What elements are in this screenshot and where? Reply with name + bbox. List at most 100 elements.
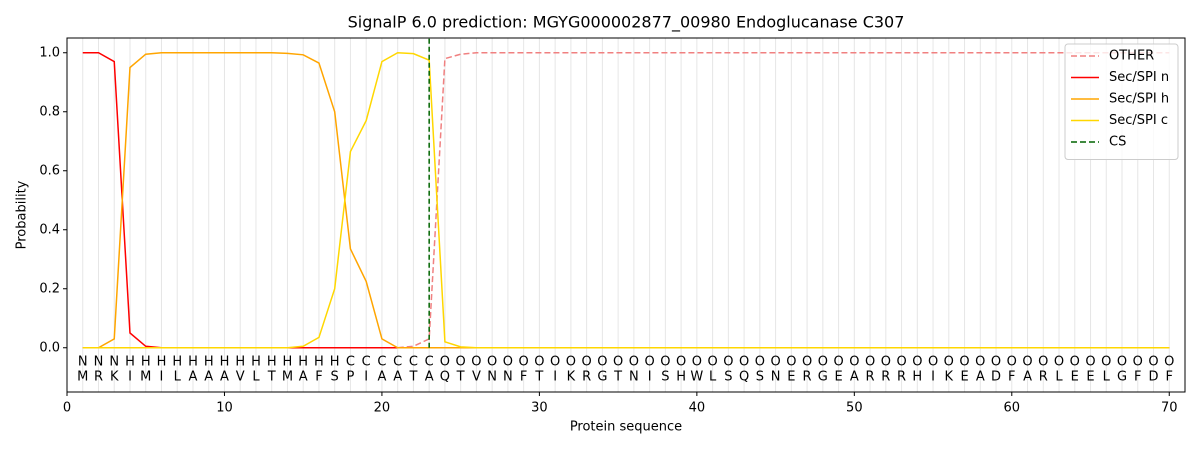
region-label: O [739, 354, 749, 369]
residue-label: E [960, 369, 968, 384]
residue-label: G [1117, 369, 1127, 384]
residue-label: L [252, 369, 260, 384]
residue-label: I [160, 369, 164, 384]
region-label: O [582, 354, 592, 369]
region-label: C [362, 354, 371, 369]
region-label: H [298, 354, 308, 369]
region-label: O [1148, 354, 1158, 369]
x-axis-label: Protein sequence [570, 420, 682, 435]
region-label: N [78, 354, 88, 369]
residue-label: D [991, 369, 1001, 384]
region-label: C [346, 354, 355, 369]
legend-box [1064, 43, 1179, 160]
region-label: O [534, 354, 544, 369]
residue-label: N [503, 369, 513, 384]
residue-label: F [315, 369, 322, 384]
residue-label: T [267, 369, 276, 384]
region-label: O [566, 354, 576, 369]
region-label: O [723, 354, 733, 369]
residue-label: A [850, 369, 859, 384]
region-label: O [629, 354, 639, 369]
residue-label: Q [739, 369, 749, 384]
region-label: C [409, 354, 418, 369]
region-label: H [172, 354, 182, 369]
region-label: H [283, 354, 293, 369]
region-label: H [204, 354, 214, 369]
region-label: O [928, 354, 938, 369]
residue-label: A [220, 369, 229, 384]
residue-label: R [1039, 369, 1048, 384]
region-label: O [802, 354, 812, 369]
residue-label: R [94, 369, 103, 384]
y-tick-label: 0.4 [39, 222, 60, 237]
region-label: O [456, 354, 466, 369]
region-label: H [125, 354, 135, 369]
x-tick-label: 30 [531, 401, 548, 416]
region-label: O [519, 354, 529, 369]
region-label: O [550, 354, 560, 369]
region-label: O [975, 354, 985, 369]
residue-label: F [1134, 369, 1141, 384]
y-tick-label: 0.6 [39, 163, 60, 178]
region-label: O [833, 354, 843, 369]
residue-label: A [976, 369, 985, 384]
region-label: O [896, 354, 906, 369]
residue-label: T [456, 369, 465, 384]
residue-label: N [771, 369, 781, 384]
residue-label: I [553, 369, 557, 384]
region-label: O [1007, 354, 1017, 369]
legend-label: Sec/SPI n [1109, 70, 1169, 85]
residue-label: L [1055, 369, 1063, 384]
residue-label: E [1086, 369, 1094, 384]
region-label: O [1085, 354, 1095, 369]
region-label: O [1070, 354, 1080, 369]
residue-label: S [756, 369, 764, 384]
region-label: N [109, 354, 119, 369]
residue-label: S [661, 369, 669, 384]
region-label: O [692, 354, 702, 369]
y-tick-label: 1.0 [39, 45, 60, 60]
region-label: O [1101, 354, 1111, 369]
residue-label: H [676, 369, 686, 384]
region-label: H [314, 354, 324, 369]
residue-label: T [613, 369, 622, 384]
region-label: O [818, 354, 828, 369]
y-tick-label: 0.8 [39, 104, 60, 119]
residue-label: P [347, 369, 355, 384]
residue-label: F [520, 369, 527, 384]
residue-label: W [690, 369, 703, 384]
region-label: H [235, 354, 245, 369]
region-label: O [597, 354, 607, 369]
residue-label: A [425, 369, 434, 384]
residue-label: M [282, 369, 293, 384]
region-label: H [157, 354, 167, 369]
region-label: O [865, 354, 875, 369]
region-label: O [1133, 354, 1143, 369]
residue-label: M [77, 369, 88, 384]
residue-label: R [582, 369, 591, 384]
legend-label: Sec/SPI c [1109, 113, 1168, 128]
region-label: H [220, 354, 230, 369]
residue-label: V [472, 369, 481, 384]
residue-label: G [818, 369, 828, 384]
region-label: O [1022, 354, 1032, 369]
region-label: O [786, 354, 796, 369]
region-label: C [425, 354, 434, 369]
region-label: O [707, 354, 717, 369]
residue-label: S [724, 369, 732, 384]
residue-label: Q [440, 369, 450, 384]
residue-label: H [912, 369, 922, 384]
x-tick-label: 20 [374, 401, 391, 416]
residue-label: F [1166, 369, 1173, 384]
residue-label: I [648, 369, 652, 384]
residue-label: A [393, 369, 402, 384]
x-tick-label: 40 [689, 401, 706, 416]
chart-title: SignalP 6.0 prediction: MGYG000002877_00… [348, 13, 905, 33]
residue-label: K [945, 369, 954, 384]
residue-label: A [1023, 369, 1032, 384]
region-label: O [944, 354, 954, 369]
x-tick-label: 70 [1161, 401, 1178, 416]
region-label: O [959, 354, 969, 369]
region-label: H [188, 354, 198, 369]
region-label: O [1117, 354, 1127, 369]
